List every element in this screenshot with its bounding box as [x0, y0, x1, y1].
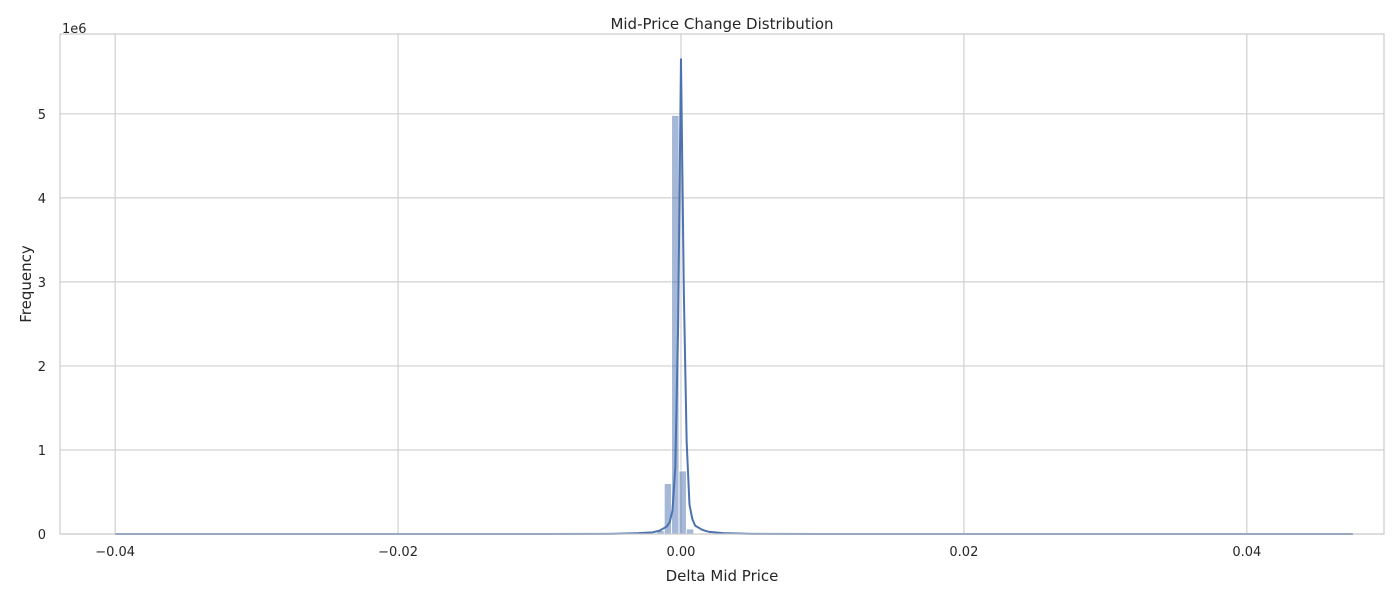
- histogram-bar: [685, 528, 695, 535]
- histogram-bar: [678, 470, 687, 535]
- y-axis-label: Frequency: [17, 245, 35, 323]
- x-tick-label: 0.00: [667, 545, 696, 560]
- chart-title: Mid-Price Change Distribution: [610, 15, 833, 33]
- kde-curve-group: [115, 58, 1353, 535]
- plot-frame: [59, 33, 1385, 535]
- y-tick-label: 4: [38, 192, 46, 207]
- x-tick-label: −0.02: [378, 545, 418, 560]
- x-tick-label: 0.04: [1232, 545, 1261, 560]
- y-tick-label: 2: [38, 360, 46, 375]
- y-tick-label: 5: [38, 108, 46, 123]
- y-axis-offset-label: 1e6: [62, 22, 87, 37]
- y-tick-label: 1: [38, 444, 46, 459]
- x-tick-label: 0.02: [949, 545, 978, 560]
- y-tick-label: 3: [38, 276, 46, 291]
- x-axis-label: Delta Mid Price: [666, 567, 779, 585]
- x-tick-label: −0.04: [95, 545, 135, 560]
- axes-frame: [59, 33, 1385, 535]
- grid: [60, 34, 1384, 535]
- tick-labels: −0.04 −0.02 0.00 0.02 0.04 0 1 2 3 4 5: [38, 108, 1262, 560]
- y-tick-label: 0: [38, 528, 46, 543]
- kde-curve: [115, 58, 1353, 535]
